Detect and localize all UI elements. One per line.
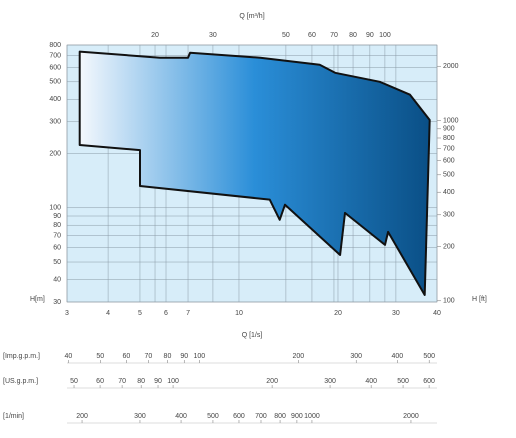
x-tick-label: 40 bbox=[433, 310, 441, 317]
y2-tick-label: 900 bbox=[443, 126, 455, 133]
y-tick-label: 40 bbox=[53, 276, 61, 283]
scale-tick-label: 500 bbox=[207, 413, 219, 420]
x-tick-label: 5 bbox=[138, 310, 142, 317]
y-tick-label: 50 bbox=[53, 259, 61, 266]
scale-tick-label: 400 bbox=[175, 413, 187, 420]
x2-tick-label: 90 bbox=[366, 32, 374, 39]
y-tick-label: 30 bbox=[53, 299, 61, 306]
x2-tick-label: 60 bbox=[308, 32, 316, 39]
y-tick-label: 400 bbox=[49, 96, 61, 103]
y2-tick-label: 1000 bbox=[443, 117, 459, 124]
y-tick-label: 200 bbox=[49, 150, 61, 157]
y2-tick-label: 300 bbox=[443, 212, 455, 219]
y-tick-label: 70 bbox=[53, 233, 61, 240]
y2-tick-label: 400 bbox=[443, 189, 455, 196]
scale-tick-label: 400 bbox=[391, 353, 403, 360]
x-tick-label: 3 bbox=[65, 310, 69, 317]
scale-tick-label: 50 bbox=[96, 353, 104, 360]
x2-tick-label: 20 bbox=[151, 32, 159, 39]
x2-tick-label: 30 bbox=[209, 32, 217, 39]
scale-tick-label: 200 bbox=[76, 413, 88, 420]
scale-label: [Imp.g.p.m.] bbox=[3, 353, 40, 360]
x2-tick-label: 80 bbox=[349, 32, 357, 39]
scale-tick-label: 60 bbox=[122, 353, 130, 360]
scale-tick-label: 100 bbox=[193, 353, 205, 360]
scale-tick-label: 2000 bbox=[403, 413, 419, 420]
x2-tick-label: 100 bbox=[379, 32, 391, 39]
y2-tick-label: 600 bbox=[443, 157, 455, 164]
scale-tick-label: 40 bbox=[65, 353, 73, 360]
y-label: H[m] bbox=[30, 296, 45, 303]
y2-tick-label: 200 bbox=[443, 243, 455, 250]
scale-tick-label: 300 bbox=[134, 413, 146, 420]
scale-tick-label: 200 bbox=[292, 353, 304, 360]
x-tick-label: 10 bbox=[235, 310, 243, 317]
scale-tick-label: 300 bbox=[350, 353, 362, 360]
scale-tick-label: 90 bbox=[154, 378, 162, 385]
y-tick-label: 500 bbox=[49, 79, 61, 86]
scale-tick-label: 1000 bbox=[304, 413, 320, 420]
scale-tick-label: 200 bbox=[266, 378, 278, 385]
scale-tick-label: 900 bbox=[291, 413, 303, 420]
scale-tick-label: 90 bbox=[180, 353, 188, 360]
scale-tick-label: 100 bbox=[167, 378, 179, 385]
scale-tick-label: 80 bbox=[137, 378, 145, 385]
scale-tick-label: 80 bbox=[164, 353, 172, 360]
scale-tick-label: 70 bbox=[144, 353, 152, 360]
y2-tick-label: 100 bbox=[443, 298, 455, 305]
x-tick-label: 6 bbox=[164, 310, 168, 317]
scale-tick-label: 800 bbox=[274, 413, 286, 420]
scale-tick-label: 400 bbox=[365, 378, 377, 385]
x-label: Q [1/s] bbox=[242, 332, 263, 339]
scale-tick-label: 500 bbox=[397, 378, 409, 385]
scale-label: [US.g.p.m.] bbox=[3, 378, 38, 385]
scale-tick-label: 300 bbox=[324, 378, 336, 385]
y-tick-label: 90 bbox=[53, 213, 61, 220]
scale-tick-label: 500 bbox=[423, 353, 435, 360]
y2-tick-label: 2000 bbox=[443, 63, 459, 70]
scale-tick-label: 600 bbox=[423, 378, 435, 385]
x-tick-label: 4 bbox=[106, 310, 110, 317]
y2-tick-label: 500 bbox=[443, 172, 455, 179]
y2-label: H [ft] bbox=[472, 296, 487, 303]
y-tick-label: 80 bbox=[53, 222, 61, 229]
scale-tick-label: 600 bbox=[233, 413, 245, 420]
y-tick-label: 700 bbox=[49, 52, 61, 59]
scale-tick-label: 50 bbox=[70, 378, 78, 385]
y-tick-label: 100 bbox=[49, 205, 61, 212]
y-tick-label: 800 bbox=[49, 42, 61, 49]
x-tick-label: 30 bbox=[392, 310, 400, 317]
y2-tick-label: 800 bbox=[443, 135, 455, 142]
scale-label: [1/min] bbox=[3, 413, 24, 420]
y-tick-label: 300 bbox=[49, 119, 61, 126]
x-tick-label: 7 bbox=[186, 310, 190, 317]
x2-tick-label: 50 bbox=[282, 32, 290, 39]
x2-tick-label: 70 bbox=[330, 32, 338, 39]
y-tick-label: 60 bbox=[53, 245, 61, 252]
scale-tick-label: 60 bbox=[96, 378, 104, 385]
scale-tick-label: 70 bbox=[118, 378, 126, 385]
scale-tick-label: 700 bbox=[255, 413, 267, 420]
y2-tick-label: 700 bbox=[443, 145, 455, 152]
operating-envelope bbox=[78, 50, 431, 296]
x-tick-label: 20 bbox=[334, 310, 342, 317]
x2-label: Q [m³/h] bbox=[239, 13, 264, 20]
y-tick-label: 600 bbox=[49, 64, 61, 71]
